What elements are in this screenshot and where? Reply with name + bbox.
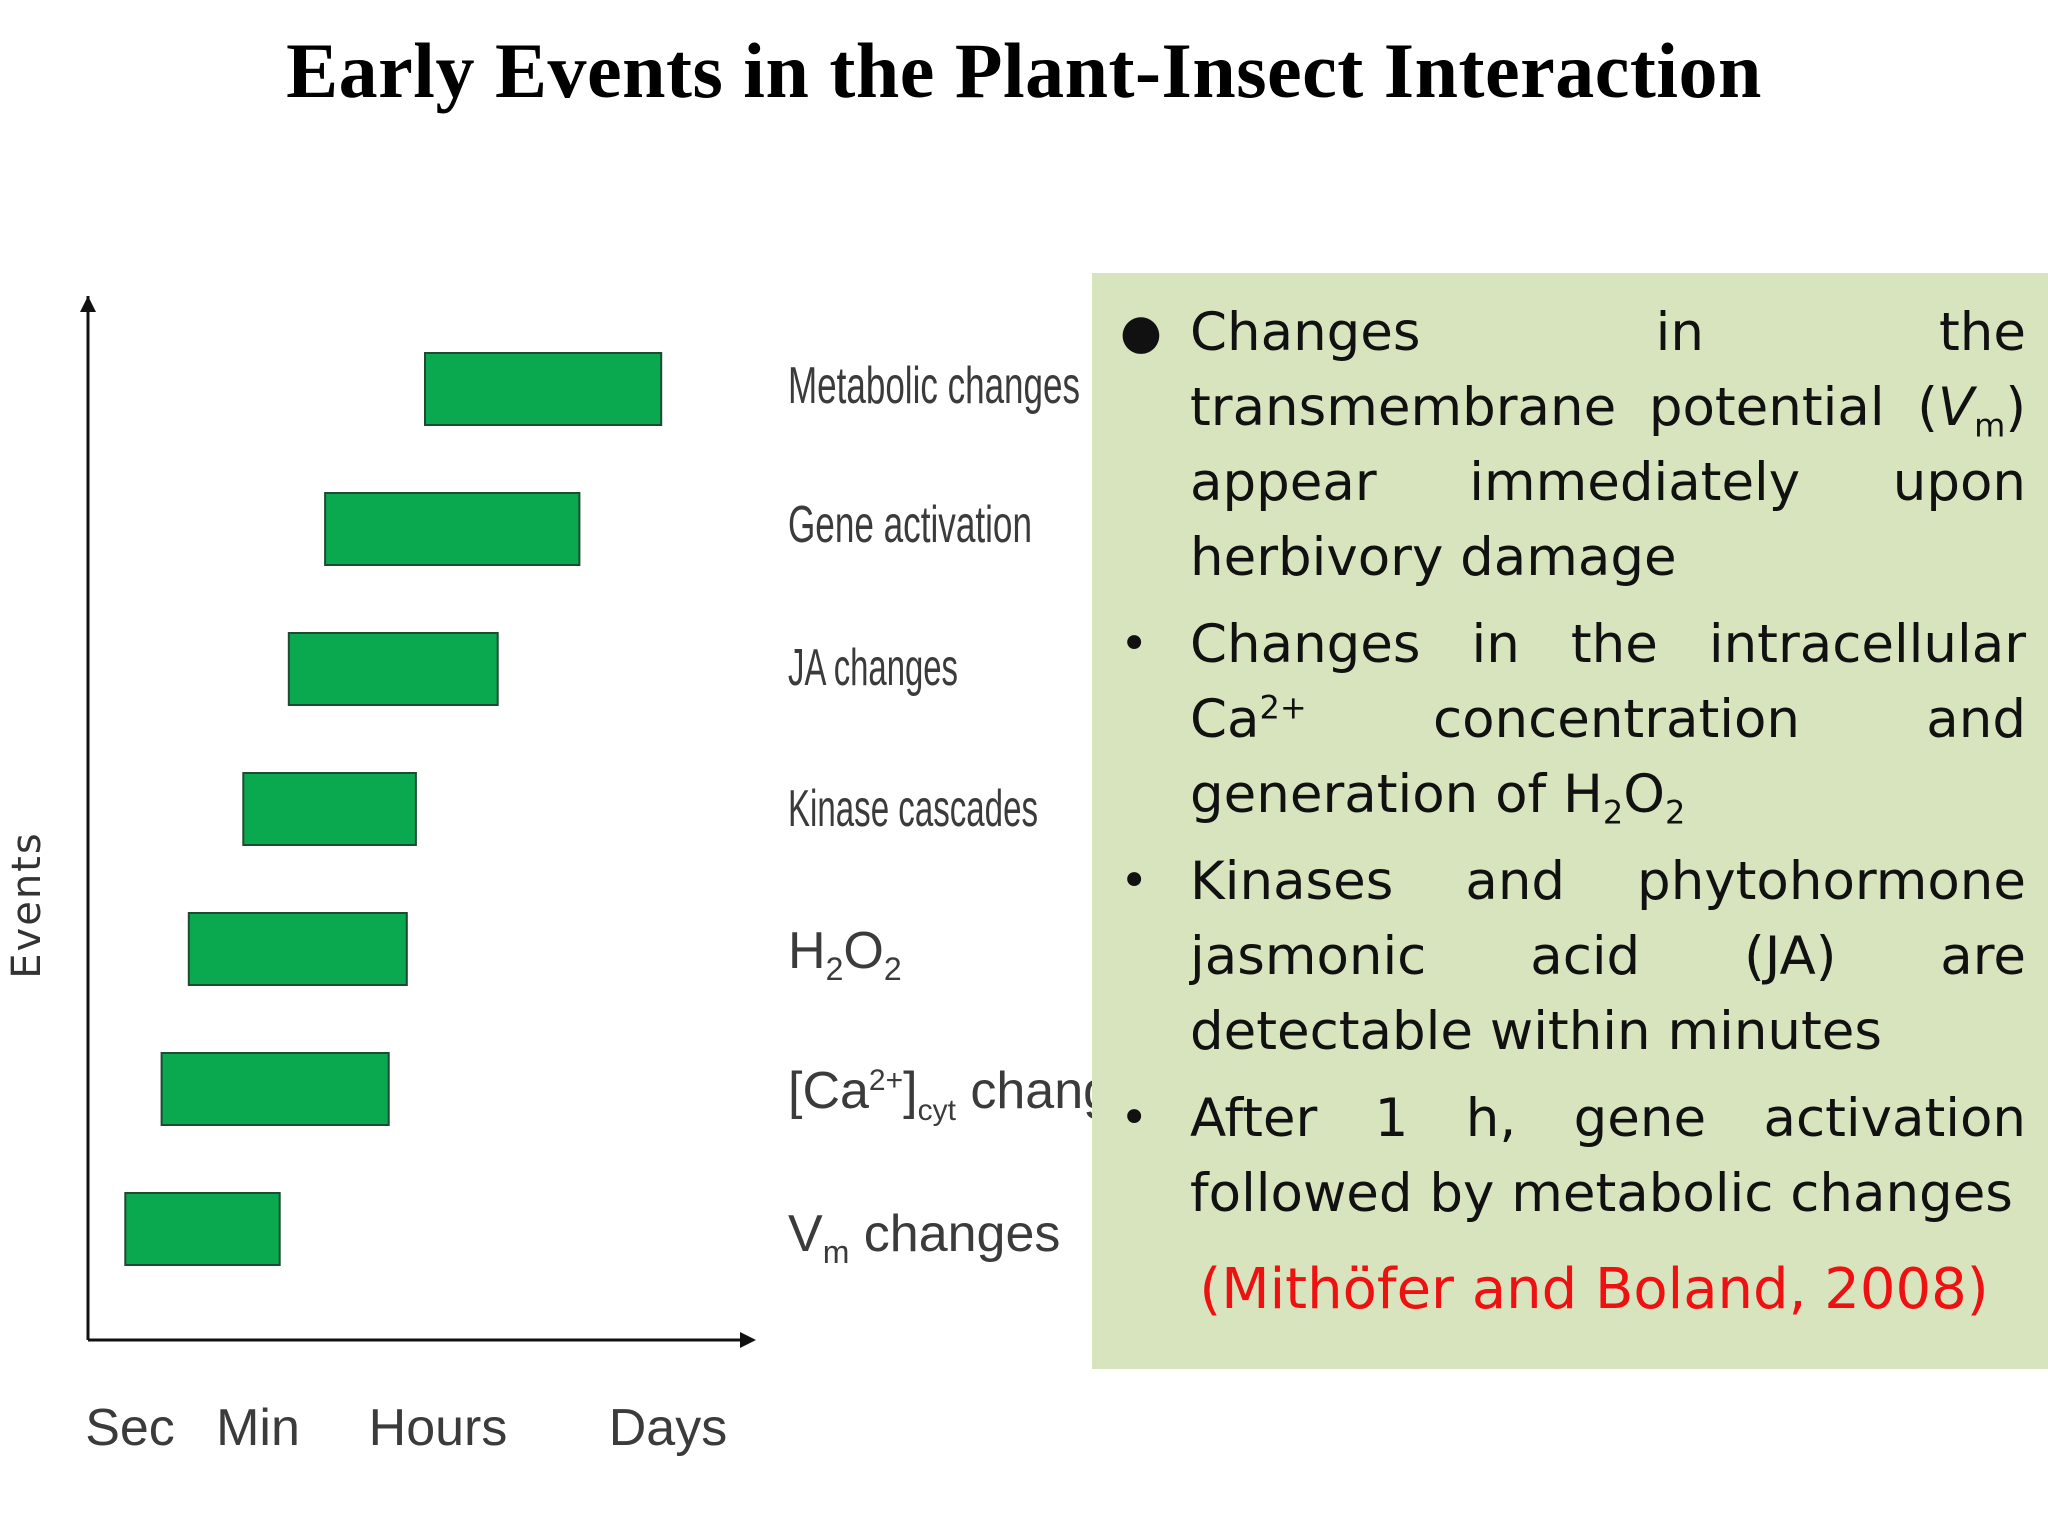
- y-axis-title: Events: [4, 831, 50, 978]
- event-label-h2o2: H2O2: [788, 922, 902, 987]
- event-label-metabolic: Metabolic changes: [788, 357, 1080, 415]
- event-bar: [242, 772, 417, 846]
- axes: [80, 296, 756, 1348]
- tick-label-hours: Hours: [369, 1399, 508, 1457]
- x-axis-arrow-icon: [740, 1332, 756, 1348]
- event-bar: [324, 492, 581, 566]
- citation: (Mithöfer and Boland, 2008): [1199, 1257, 1989, 1322]
- bullet-dot-icon: •: [1120, 616, 1149, 672]
- event-labels: Metabolic changes Gene activation JA cha…: [788, 357, 1092, 1270]
- bullet-vm-text: Changes in the transmembrane potential (…: [1190, 302, 2026, 588]
- bullet-dot-icon: •: [1120, 1090, 1149, 1146]
- bullet-vm: ● Changes in the transmembrane potential…: [1092, 295, 2026, 595]
- tick-label-sec: Sec: [85, 1399, 175, 1457]
- notes-panel: ● Changes in the transmembrane potential…: [1092, 273, 2048, 1369]
- slide-title: Early Events in the Plant-Insect Interac…: [286, 27, 1762, 114]
- event-bar: [160, 1052, 390, 1126]
- event-bar: [187, 912, 408, 986]
- event-timeline-chart: Metabolic changes Gene activation JA cha…: [4, 296, 1092, 1457]
- bullet-list: ● Changes in the transmembrane potential…: [1092, 295, 2026, 1231]
- event-bar: [124, 1192, 281, 1266]
- bullet-dot-icon: •: [1120, 853, 1149, 909]
- bars: [124, 352, 663, 1266]
- bullet-calcium: • Changes in the intracellular Ca2+ conc…: [1092, 607, 2026, 832]
- tick-label-days: Days: [609, 1399, 727, 1457]
- event-label-gene-activation: Gene activation: [788, 496, 1032, 554]
- bullet-kinases: • Kinases and phytohormone jasmonic acid…: [1092, 844, 2026, 1069]
- x-axis-ticks: Sec Min Hours Days: [85, 1399, 727, 1457]
- tick-label-min: Min: [216, 1399, 300, 1457]
- bullet-calcium-text: Changes in the intracellular Ca2+ concen…: [1190, 614, 2026, 832]
- bullet-gene: • After 1 h, gene activation followed by…: [1092, 1081, 2026, 1231]
- event-bar: [424, 352, 663, 426]
- y-axis-arrow-icon: [80, 296, 96, 312]
- event-label-ca-changes: [Ca2+]cyt changes: [788, 1062, 1092, 1127]
- event-bar: [287, 632, 499, 706]
- bullet-gene-text: After 1 h, gene activation followed by m…: [1190, 1088, 2026, 1224]
- event-label-ja-changes: JA changes: [788, 639, 958, 697]
- bullet-dot-icon: ●: [1120, 304, 1162, 360]
- event-label-vm-changes: Vm changes: [788, 1205, 1060, 1270]
- event-label-kinase-cascades: Kinase cascades: [788, 780, 1038, 838]
- bullet-kinases-text: Kinases and phytohormone jasmonic acid (…: [1190, 851, 2026, 1062]
